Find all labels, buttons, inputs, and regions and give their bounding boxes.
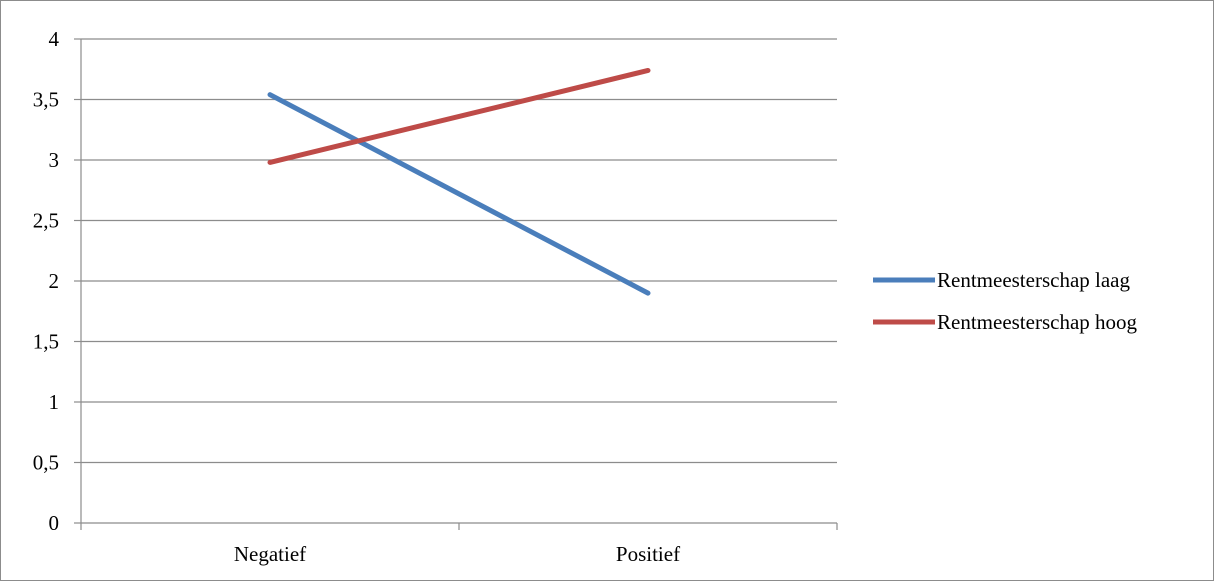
y-tick-label: 3 — [49, 148, 60, 172]
gridlines — [81, 39, 837, 463]
legend-item: Rentmeesterschap laag — [873, 268, 1130, 292]
axes: 0 0,5 1 1,5 2 2,5 3 3,5 4 Negatief Positief — [33, 27, 837, 566]
y-tick-label: 2 — [49, 269, 60, 293]
y-tick-label: 1,5 — [33, 330, 59, 354]
series-line-segment — [270, 95, 648, 293]
legend-item: Rentmeesterschap hoog — [873, 310, 1138, 334]
x-tick-label: Negatief — [234, 542, 306, 566]
y-tick-label: 0,5 — [33, 451, 59, 475]
y-tick-label: 3,5 — [33, 88, 59, 112]
series-line-segment — [270, 70, 648, 162]
y-tick-label: 4 — [49, 27, 60, 51]
y-tick-label: 0 — [49, 511, 60, 535]
y-tick-label: 1 — [49, 390, 60, 414]
series-laag — [270, 95, 648, 294]
legend-label: Rentmeesterschap laag — [937, 268, 1130, 292]
y-tick-label: 2,5 — [33, 209, 59, 233]
series-lines — [270, 70, 648, 293]
legend: Rentmeesterschap laag Rentmeesterschap ho… — [873, 268, 1138, 334]
series-hoog — [270, 70, 648, 162]
x-tick-label: Positief — [616, 542, 680, 566]
legend-label: Rentmeesterschap hoog — [937, 310, 1138, 334]
